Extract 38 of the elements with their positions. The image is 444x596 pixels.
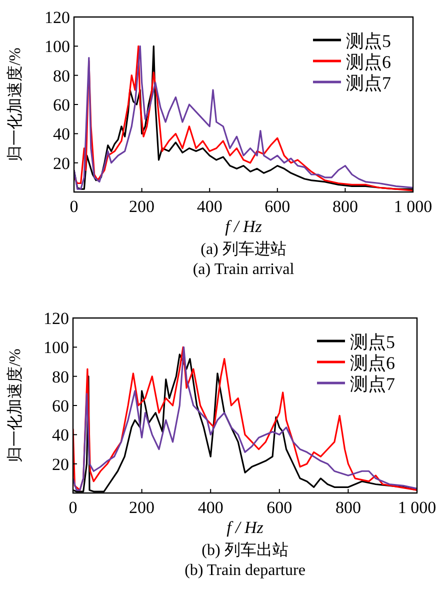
y-tick-label: 60 bbox=[53, 96, 70, 114]
x-axis-title: f / Hz bbox=[225, 217, 262, 236]
x-tick-label: 0 bbox=[70, 197, 78, 216]
y-tick-label: 80 bbox=[52, 367, 69, 386]
legend-label: 测点6 bbox=[346, 52, 391, 72]
legend-label: 测点5 bbox=[350, 332, 395, 352]
x-tick-label: 200 bbox=[129, 197, 155, 216]
x-tick-label: 1 000 bbox=[394, 197, 432, 216]
x-axis-title: f / Hz bbox=[226, 518, 264, 537]
legend-label: 测点7 bbox=[346, 73, 391, 93]
legend-label: 测点6 bbox=[350, 353, 395, 373]
y-tick-label: 60 bbox=[52, 396, 69, 416]
x-tick-label: 0 bbox=[68, 498, 78, 517]
legend-label: 测点7 bbox=[350, 374, 395, 394]
x-tick-label: 800 bbox=[332, 197, 358, 216]
y-tick-label: 120 bbox=[44, 309, 69, 328]
y-axis-title: 归一化加速度/% bbox=[6, 48, 24, 162]
legend-label: 测点5 bbox=[346, 31, 391, 51]
y-tick-label: 40 bbox=[53, 124, 70, 144]
y-tick-label: 20 bbox=[53, 154, 70, 173]
y-tick-label: 80 bbox=[53, 66, 70, 86]
text: (a) Train arrival bbox=[192, 261, 295, 278]
y-tick-label: 40 bbox=[52, 426, 69, 445]
text: (b) 列车出站 bbox=[202, 541, 288, 559]
x-tick-label: 1 000 bbox=[398, 498, 436, 517]
x-tick-label: 400 bbox=[198, 498, 224, 517]
text: (a) 列车进站 bbox=[200, 240, 286, 258]
y-tick-label: 100 bbox=[44, 37, 70, 56]
y-axis-title: 归一化加速度/% bbox=[6, 348, 24, 462]
x-tick-label: 200 bbox=[129, 498, 155, 517]
x-tick-label: 600 bbox=[264, 197, 290, 216]
x-tick-label: 600 bbox=[266, 498, 292, 517]
y-tick-label: 20 bbox=[52, 454, 69, 474]
x-tick-label: 400 bbox=[196, 197, 222, 216]
y-tick-label: 100 bbox=[44, 338, 69, 358]
x-tick-label: 800 bbox=[335, 498, 361, 517]
y-tick-label: 120 bbox=[44, 8, 70, 27]
text: (b) Train departure bbox=[184, 562, 306, 579]
